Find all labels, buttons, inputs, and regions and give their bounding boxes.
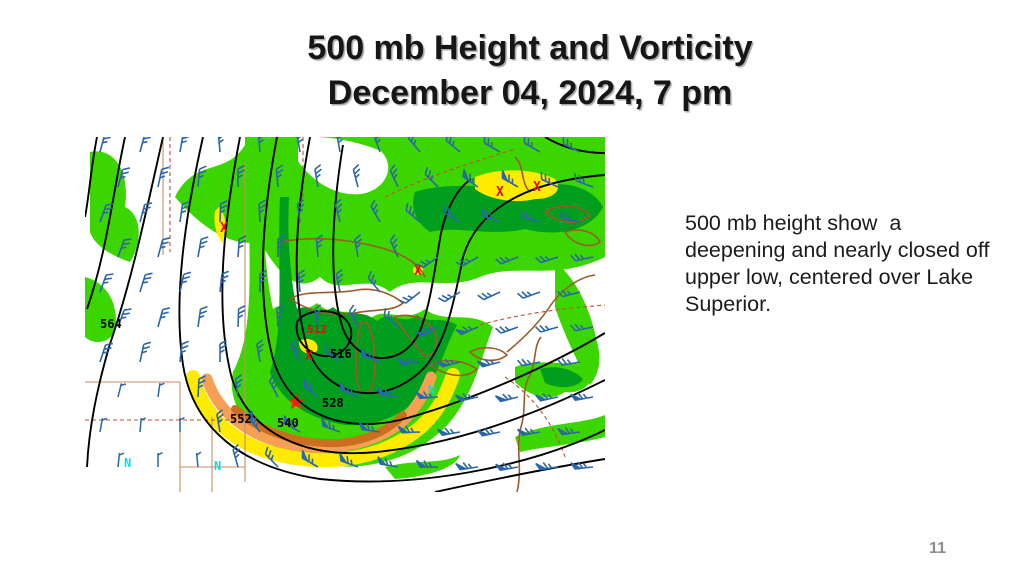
state-grid-lines bbox=[85, 137, 246, 492]
vorticity-yellow-northwest-streak bbox=[214, 207, 226, 243]
lake-huron-outline bbox=[394, 314, 438, 357]
vorticity-max-x-mark: X bbox=[305, 349, 313, 364]
wind-barb bbox=[237, 304, 247, 329]
n-mark: N bbox=[124, 456, 131, 470]
slide-title: 500 mb Height and Vorticity December 04,… bbox=[50, 26, 1010, 116]
white-gap bbox=[298, 136, 389, 195]
maritimes-outline bbox=[279, 156, 601, 278]
wind-barb bbox=[117, 382, 127, 399]
min-height-label: 512 bbox=[307, 323, 327, 336]
vorticity-max-x-mark: X bbox=[220, 221, 228, 236]
wind-barb bbox=[139, 130, 153, 155]
vorticity-red-star bbox=[287, 393, 305, 410]
contour-label-516: 516 bbox=[330, 347, 352, 361]
wind-barb bbox=[139, 270, 154, 295]
wind-barb bbox=[197, 304, 209, 329]
height-contour-516 bbox=[332, 144, 472, 359]
height-contour bbox=[434, 458, 606, 493]
wind-barb bbox=[534, 319, 559, 334]
wind-barb bbox=[217, 129, 228, 153]
height-contour bbox=[84, 136, 98, 218]
slide-title-line1: 500 mb Height and Vorticity bbox=[307, 29, 753, 67]
height-contour-512-closed bbox=[295, 310, 353, 358]
height-contour-552 bbox=[221, 136, 606, 455]
wind-barb bbox=[157, 381, 166, 399]
wind-barb bbox=[197, 235, 209, 259]
n-mark: N bbox=[214, 459, 221, 473]
wind-barb bbox=[157, 451, 164, 468]
contour-label-552: 552 bbox=[230, 412, 252, 426]
vorticity-darkgreen-northeast-band bbox=[413, 184, 603, 233]
wind-barb bbox=[219, 269, 230, 294]
vorticity-max-x-mark: X bbox=[533, 180, 541, 195]
weather-map-figure: 564 552 540 528 516 512 X X X X X N N N bbox=[84, 128, 606, 493]
height-contour-528 bbox=[295, 136, 606, 395]
slide-body-text: 500 mb height show a deepening and nearl… bbox=[685, 210, 996, 316]
slide-page-number: 11 bbox=[929, 540, 946, 557]
wind-barb bbox=[516, 285, 541, 301]
east-coast-line bbox=[516, 336, 542, 493]
wind-barb bbox=[139, 200, 153, 225]
vorticity-darkorange-core bbox=[231, 405, 407, 448]
wind-barb bbox=[195, 451, 204, 468]
contour-label-564: 564 bbox=[100, 317, 122, 331]
height-contour bbox=[86, 136, 126, 310]
wind-barb bbox=[99, 340, 114, 365]
vorticity-green-left-blob bbox=[90, 151, 139, 262]
wind-barb bbox=[99, 130, 113, 155]
wind-barb bbox=[157, 235, 171, 260]
wind-barb bbox=[494, 389, 519, 404]
vorticity-green-right-edge bbox=[555, 262, 600, 385]
vorticity-darkgreen-right-blob bbox=[540, 367, 583, 388]
wind-barb bbox=[179, 130, 191, 154]
wind-barb bbox=[494, 320, 519, 336]
height-contour-540 bbox=[261, 136, 606, 425]
geography-layer bbox=[85, 137, 606, 493]
lake-superior-outline bbox=[289, 288, 404, 316]
lake-ontario-outline bbox=[469, 346, 508, 362]
wind-barb bbox=[139, 340, 152, 365]
n-mark: N bbox=[428, 383, 435, 397]
height-contour bbox=[86, 136, 164, 468]
slide-title-line2: December 04, 2024, 7 pm bbox=[327, 74, 733, 112]
wind-barb bbox=[157, 305, 171, 330]
vorticity-green-southeast-streak bbox=[515, 415, 605, 452]
vorticity-max-x-mark: X bbox=[414, 264, 422, 279]
dashed-border-lines bbox=[85, 137, 606, 458]
wind-barb bbox=[476, 285, 501, 302]
lake-erie-outline bbox=[429, 359, 478, 377]
st-lawrence-line bbox=[506, 274, 596, 353]
contour-label-540: 540 bbox=[277, 416, 299, 430]
vorticity-yellow-center-patch bbox=[298, 339, 318, 354]
vorticity-max-x-mark: X bbox=[496, 185, 504, 200]
contour-label-528: 528 bbox=[322, 396, 344, 410]
wind-barb bbox=[455, 459, 479, 471]
vorticity-darkgreen-central-band bbox=[270, 197, 457, 426]
vorticity-green-left-blob2 bbox=[85, 277, 116, 342]
